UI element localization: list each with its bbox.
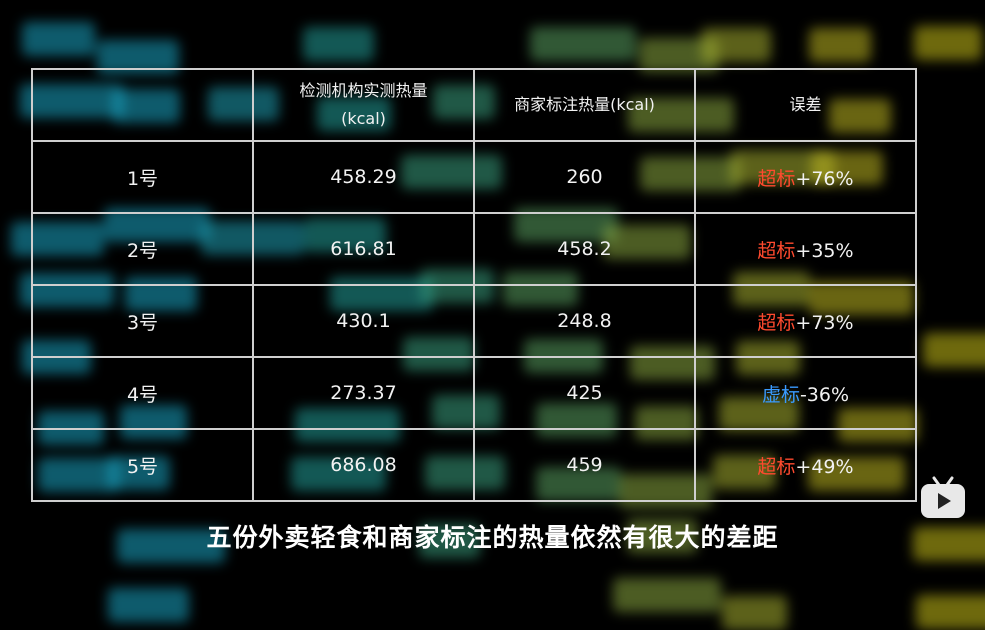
background-tile	[701, 27, 771, 62]
background-tile	[915, 594, 985, 629]
header-labeled: 商家标注热量(kcal)	[473, 68, 696, 142]
table-row: 4号 273.37 425 虚标-36%	[31, 356, 917, 430]
calorie-table: 检测机构实测热量 (kcal) 商家标注热量(kcal) 误差 1号 458.29…	[31, 68, 917, 502]
labeled-kcal: 248.8	[473, 284, 696, 358]
error-cell: 虚标-36%	[694, 356, 917, 430]
table-row: 1号 458.29 260 超标+76%	[31, 140, 917, 214]
background-tile	[627, 519, 698, 554]
subtitle: 五份外卖轻食和商家标注的热量依然有很大的差距	[206, 523, 779, 552]
labeled-kcal: 425	[473, 356, 696, 430]
measured-kcal: 458.29	[252, 140, 475, 214]
background-tile	[913, 527, 985, 562]
measured-kcal: 686.08	[252, 428, 475, 502]
bilibili-tv-icon	[920, 475, 966, 523]
header-measured: 检测机构实测热量 (kcal)	[252, 68, 475, 142]
background-tile	[722, 596, 788, 630]
table-row: 5号 686.08 459 超标+49%	[31, 428, 917, 502]
labeled-kcal: 260	[473, 140, 696, 214]
error-tag: 虚标	[761, 383, 800, 406]
table-header-row: 检测机构实测热量 (kcal) 商家标注热量(kcal) 误差	[31, 68, 917, 142]
error-percent: +76%	[795, 167, 854, 190]
error-tag: 超标	[757, 167, 796, 190]
background-tile	[529, 26, 637, 61]
error-cell: 超标+35%	[694, 212, 917, 286]
background-tile	[808, 27, 871, 62]
error-tag: 超标	[757, 311, 796, 334]
row-id: 3号	[31, 284, 254, 358]
error-cell: 超标+76%	[694, 140, 917, 214]
background-tile	[107, 587, 190, 622]
row-id: 2号	[31, 212, 254, 286]
measured-kcal: 616.81	[252, 212, 475, 286]
error-cell: 超标+49%	[694, 428, 917, 502]
error-percent: -36%	[799, 383, 850, 406]
background-tile	[117, 528, 225, 563]
error-tag: 超标	[757, 239, 796, 262]
measured-kcal: 273.37	[252, 356, 475, 430]
labeled-kcal: 459	[473, 428, 696, 502]
background-tile	[914, 26, 983, 61]
header-measured-line2: (kcal)	[341, 109, 386, 128]
header-measured-line1: 检测机构实测热量	[299, 81, 428, 100]
background-tile	[302, 27, 374, 62]
table-row: 2号 616.81 458.2 超标+35%	[31, 212, 917, 286]
row-id: 4号	[31, 356, 254, 430]
header-error: 误差	[694, 68, 917, 142]
measured-kcal: 430.1	[252, 284, 475, 358]
header-index	[31, 68, 254, 142]
error-percent: +35%	[795, 239, 854, 262]
error-percent: +49%	[795, 455, 854, 478]
background-tile	[612, 578, 721, 613]
background-tile	[419, 524, 480, 559]
table-row: 3号 430.1 248.8 超标+73%	[31, 284, 917, 358]
row-id: 1号	[31, 140, 254, 214]
row-id: 5号	[31, 428, 254, 502]
background-tile	[22, 22, 95, 57]
labeled-kcal: 458.2	[473, 212, 696, 286]
error-tag: 超标	[757, 455, 796, 478]
error-cell: 超标+73%	[694, 284, 917, 358]
background-tile	[923, 332, 985, 367]
error-percent: +73%	[795, 311, 854, 334]
